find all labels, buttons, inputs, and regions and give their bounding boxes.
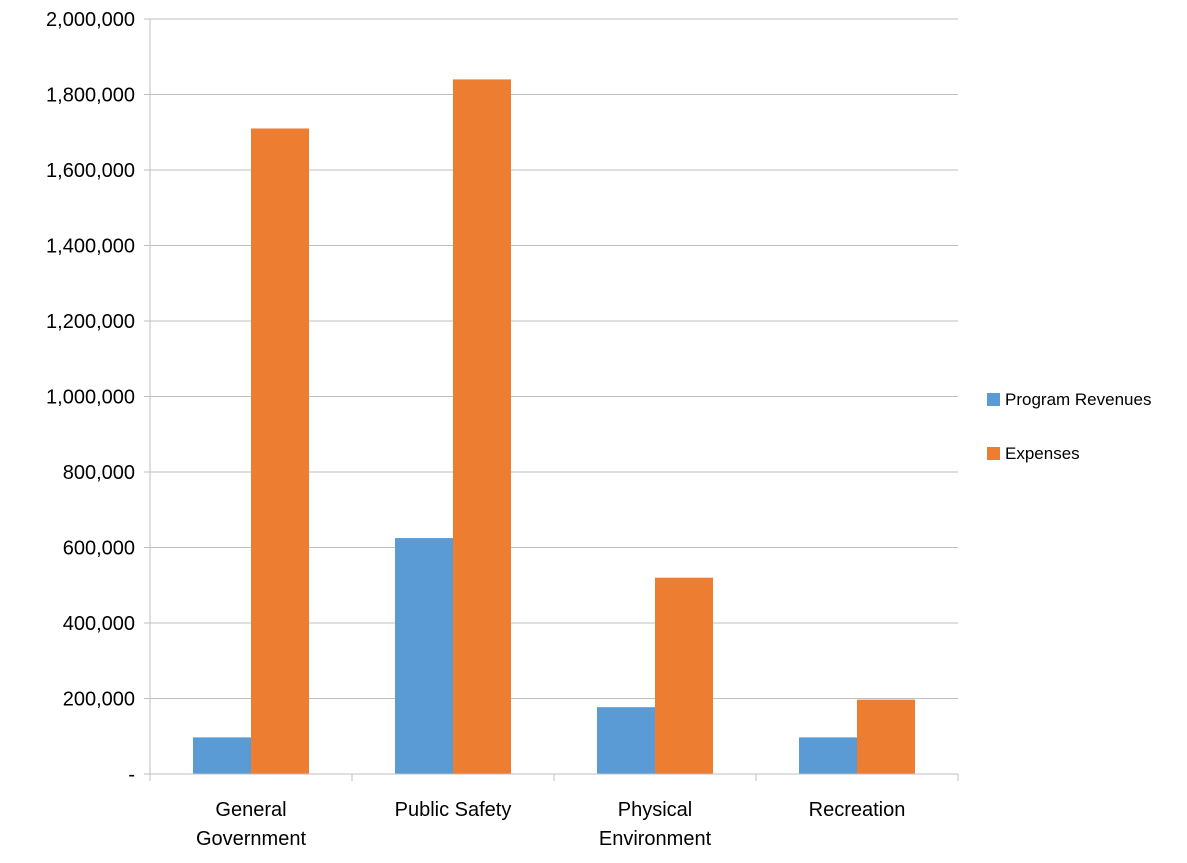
x-category-label: Physical xyxy=(618,799,692,821)
axes: - 200,000 400,000 600,000 800,000 1,000,000 1,… xyxy=(46,9,959,850)
bar-program-revenues xyxy=(193,737,251,774)
legend-label: Program Revenues xyxy=(1005,390,1151,409)
x-category-label: Public Safety xyxy=(395,799,512,821)
bar-expenses xyxy=(857,699,915,774)
y-tick-label: 1,600,000 xyxy=(46,160,135,182)
bar-program-revenues xyxy=(395,538,453,774)
x-category-label: Recreation xyxy=(809,799,906,821)
y-tick-label: - xyxy=(128,764,135,786)
bar-program-revenues xyxy=(799,737,857,774)
y-tick-label: 2,000,000 xyxy=(46,9,135,31)
x-category-label: General xyxy=(215,799,286,821)
bar-expenses xyxy=(251,128,309,775)
bar-expenses xyxy=(655,577,713,774)
legend-swatch xyxy=(987,393,1000,406)
bars xyxy=(193,79,915,775)
y-tick-label: 1,400,000 xyxy=(46,236,135,258)
bar-program-revenues xyxy=(597,707,655,774)
y-tick-label: 600,000 xyxy=(63,538,135,560)
x-category-label: Environment xyxy=(599,828,712,850)
x-category-label: Government xyxy=(196,828,306,850)
y-tick-label: 1,200,000 xyxy=(46,311,135,333)
legend-swatch xyxy=(987,447,1000,460)
y-tick-label: 1,000,000 xyxy=(46,387,135,409)
y-tick-label: 200,000 xyxy=(63,689,135,711)
bar-expenses xyxy=(453,79,511,774)
y-tick-label: 400,000 xyxy=(63,613,135,635)
legend-label: Expenses xyxy=(1005,444,1080,463)
y-tick-label: 1,800,000 xyxy=(46,85,135,107)
legend: Program Revenues Expenses xyxy=(987,390,1151,463)
y-tick-label: 800,000 xyxy=(63,462,135,484)
